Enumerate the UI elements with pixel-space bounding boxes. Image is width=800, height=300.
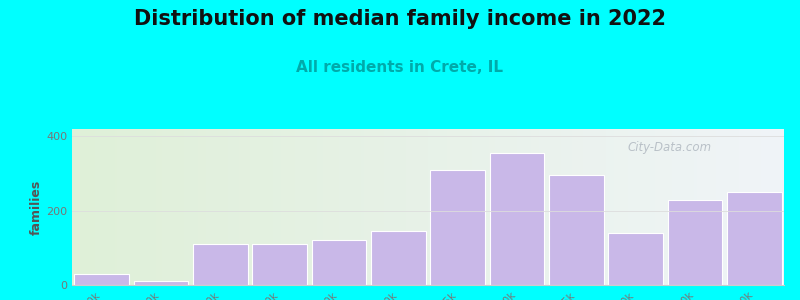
Bar bbox=[727, 192, 782, 285]
Bar bbox=[312, 240, 366, 285]
Bar bbox=[371, 231, 426, 285]
Bar bbox=[252, 244, 307, 285]
Bar bbox=[430, 170, 485, 285]
Y-axis label: families: families bbox=[30, 179, 43, 235]
Bar bbox=[490, 153, 544, 285]
Text: City-Data.com: City-Data.com bbox=[627, 142, 711, 154]
Bar bbox=[74, 274, 129, 285]
Bar bbox=[549, 176, 604, 285]
Text: Distribution of median family income in 2022: Distribution of median family income in … bbox=[134, 9, 666, 29]
Bar bbox=[134, 281, 188, 285]
Bar bbox=[193, 244, 248, 285]
Bar bbox=[608, 233, 663, 285]
Bar bbox=[668, 200, 722, 285]
Text: All residents in Crete, IL: All residents in Crete, IL bbox=[297, 60, 503, 75]
